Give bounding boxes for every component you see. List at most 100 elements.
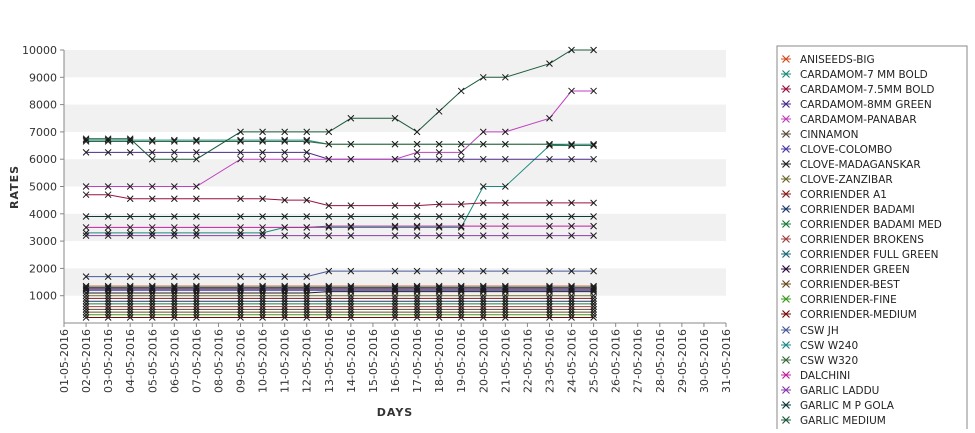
- data-point: [501, 311, 509, 319]
- data-point: [590, 305, 597, 313]
- data-point: [259, 273, 266, 280]
- data-point: [435, 305, 443, 313]
- data-point: [281, 196, 289, 204]
- data-point: [391, 285, 399, 293]
- legend-swatch-marker: [782, 130, 790, 138]
- data-point: [104, 314, 112, 321]
- data-point: [590, 295, 597, 302]
- legend-label: DALCHINI: [800, 370, 850, 382]
- data-point: [193, 286, 200, 294]
- data-point: [479, 183, 487, 190]
- data-point: [104, 284, 112, 291]
- data-point: [391, 295, 399, 302]
- data-point: [347, 114, 355, 122]
- data-point: [546, 314, 553, 321]
- data-point: [457, 213, 465, 220]
- legend-item: GARLIC LADDU: [781, 385, 879, 397]
- data-point: [281, 136, 289, 144]
- data-point: [126, 136, 134, 144]
- data-point: [457, 300, 465, 308]
- data-point: [413, 284, 421, 291]
- data-point: [568, 140, 575, 148]
- legend-label: CARDAMOM-7 MM BOLD: [800, 69, 928, 81]
- data-point: [259, 295, 266, 302]
- data-point: [479, 297, 487, 305]
- series-group: [82, 46, 597, 163]
- data-point: [546, 297, 553, 305]
- y-tick-label: 3000: [29, 235, 57, 248]
- data-point: [148, 224, 156, 231]
- x-tick-label: 27-05-2016: [632, 329, 645, 393]
- data-point: [391, 300, 399, 308]
- data-point: [237, 195, 244, 203]
- data-point: [435, 314, 443, 321]
- data-point: [546, 286, 553, 294]
- legend-label: CORRIENDER A1: [800, 189, 887, 201]
- data-point: [237, 297, 244, 305]
- data-point: [391, 292, 399, 300]
- data-point: [82, 305, 90, 313]
- data-point: [126, 297, 134, 305]
- data-point: [82, 308, 90, 316]
- data-point: [590, 222, 597, 230]
- data-point: [237, 155, 244, 163]
- data-point: [126, 300, 134, 308]
- legend-swatch-marker: [782, 55, 790, 63]
- data-point: [501, 267, 509, 275]
- data-point: [82, 224, 90, 231]
- data-point: [193, 136, 200, 144]
- data-point: [193, 232, 200, 239]
- data-point: [325, 305, 333, 313]
- data-point: [303, 314, 311, 321]
- data-point: [546, 114, 553, 122]
- data-point: [237, 285, 244, 293]
- data-point: [126, 149, 134, 156]
- data-point: [501, 305, 509, 313]
- data-point: [148, 183, 156, 190]
- data-point: [435, 222, 443, 230]
- data-point: [501, 140, 509, 148]
- data-point: [413, 224, 421, 231]
- x-tick-label: 16-05-2016: [389, 329, 402, 393]
- data-point: [82, 303, 90, 310]
- data-point: [259, 136, 266, 144]
- data-point: [546, 292, 553, 300]
- data-point: [325, 303, 333, 310]
- series-group: [82, 285, 597, 293]
- series-group: [82, 305, 597, 313]
- data-point: [546, 284, 553, 291]
- data-point: [303, 232, 311, 239]
- data-point: [435, 303, 443, 310]
- data-point: [391, 213, 399, 220]
- data-point: [126, 213, 134, 220]
- data-point: [259, 308, 266, 316]
- data-point: [193, 155, 200, 163]
- data-point: [501, 286, 509, 294]
- data-point: [546, 213, 553, 220]
- data-point: [126, 305, 134, 313]
- data-point: [457, 286, 465, 294]
- data-point: [413, 140, 421, 148]
- x-tick-label: 12-05-2016: [301, 329, 314, 393]
- data-point: [568, 286, 575, 294]
- data-point: [104, 297, 112, 305]
- legend-label: GARLIC LADDU: [800, 385, 879, 397]
- data-point: [479, 284, 487, 291]
- data-point: [479, 222, 487, 230]
- legend-label: CLOVE-ZANZIBAR: [800, 174, 893, 186]
- data-point: [237, 232, 244, 239]
- data-point: [148, 286, 156, 294]
- data-point: [303, 303, 311, 310]
- data-point: [391, 286, 399, 294]
- data-point: [568, 292, 575, 300]
- data-point: [391, 202, 399, 209]
- data-point: [347, 213, 355, 220]
- data-point: [281, 128, 289, 136]
- data-point: [435, 311, 443, 319]
- x-tick-label: 14-05-2016: [345, 329, 358, 393]
- legend-swatch-marker: [782, 265, 790, 273]
- data-point: [435, 285, 443, 293]
- data-point: [457, 311, 465, 319]
- data-point: [568, 308, 575, 316]
- data-point: [413, 300, 421, 308]
